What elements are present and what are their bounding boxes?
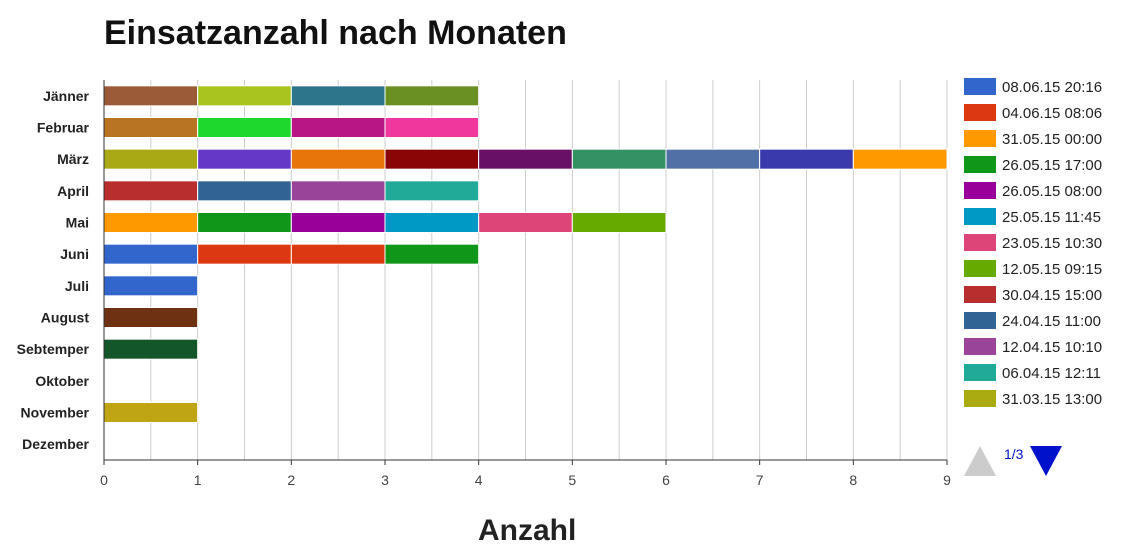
x-tick-label: 7 bbox=[756, 472, 764, 488]
legend-swatch bbox=[964, 182, 996, 199]
bar-segment[interactable] bbox=[197, 212, 292, 233]
bar-segment[interactable] bbox=[478, 212, 573, 233]
bar-segment[interactable] bbox=[103, 212, 199, 233]
bar-segment[interactable] bbox=[103, 307, 199, 328]
legend-label: 31.05.15 00:00 bbox=[1002, 131, 1102, 148]
bar-segment[interactable] bbox=[103, 117, 199, 138]
legend-swatch bbox=[964, 104, 996, 121]
bar-segment[interactable] bbox=[384, 180, 480, 202]
x-tick-label: 8 bbox=[849, 472, 857, 488]
bar-segment[interactable] bbox=[384, 243, 480, 265]
legend-label: 26.05.15 17:00 bbox=[1002, 157, 1102, 174]
bar-segment[interactable] bbox=[290, 180, 386, 202]
bar-segment[interactable] bbox=[290, 212, 386, 233]
x-tick-label: 2 bbox=[287, 472, 295, 488]
legend-swatch bbox=[964, 130, 996, 147]
legend-label: 26.05.15 08:00 bbox=[1002, 183, 1102, 200]
y-tick-label: April bbox=[57, 183, 89, 199]
legend-swatch bbox=[964, 234, 996, 251]
bar-segment[interactable] bbox=[197, 85, 292, 107]
legend-label: 24.04.15 11:00 bbox=[1002, 313, 1101, 330]
legend-swatch bbox=[964, 390, 996, 407]
bar-segment[interactable] bbox=[197, 148, 292, 170]
bar-segment[interactable] bbox=[571, 148, 667, 170]
bar-segment[interactable] bbox=[103, 243, 199, 265]
legend-swatch bbox=[964, 156, 996, 173]
chart-title: Einsatzanzahl nach Monaten bbox=[104, 14, 567, 52]
bar-segment[interactable] bbox=[384, 117, 480, 138]
bar-segment[interactable] bbox=[103, 180, 199, 202]
y-tick-label: Dezember bbox=[22, 436, 89, 452]
legend-prev-page-icon[interactable] bbox=[964, 446, 996, 476]
bar-segment[interactable] bbox=[290, 148, 386, 170]
y-tick-label: Jänner bbox=[43, 88, 89, 104]
bar-segment[interactable] bbox=[571, 212, 667, 233]
y-tick-label: Juli bbox=[65, 278, 89, 294]
bar-segment[interactable] bbox=[665, 148, 761, 170]
x-tick-label: 1 bbox=[194, 472, 202, 488]
y-tick-label: Sebtemper bbox=[17, 341, 90, 357]
bar-segment[interactable] bbox=[103, 275, 199, 297]
legend-label: 23.05.15 10:30 bbox=[1002, 235, 1102, 252]
x-tick-label: 3 bbox=[381, 472, 389, 488]
bar-segment[interactable] bbox=[290, 85, 386, 107]
bar-segment[interactable] bbox=[197, 180, 292, 202]
legend-pager: 1/3 bbox=[962, 440, 1072, 480]
legend-swatch bbox=[964, 78, 996, 95]
bar-segment[interactable] bbox=[197, 243, 292, 265]
legend-swatch bbox=[964, 312, 996, 329]
x-axis-label: Anzahl bbox=[478, 514, 577, 547]
bar-segment[interactable] bbox=[384, 85, 480, 107]
y-tick-label: Juni bbox=[60, 246, 89, 262]
legend-swatch bbox=[964, 260, 996, 277]
x-tick-label: 6 bbox=[662, 472, 670, 488]
bar-segment[interactable] bbox=[852, 148, 948, 170]
legend-swatch bbox=[964, 208, 996, 225]
x-tick-label: 9 bbox=[943, 472, 951, 488]
x-tick-label: 0 bbox=[100, 472, 108, 488]
legend-label: 04.06.15 08:06 bbox=[1002, 105, 1102, 122]
y-tick-label: Mai bbox=[66, 215, 89, 231]
legend-swatch bbox=[964, 364, 996, 381]
legend-label: 31.03.15 13:00 bbox=[1002, 391, 1102, 408]
x-tick-label: 4 bbox=[475, 472, 483, 488]
legend-label: 12.04.15 10:10 bbox=[1002, 339, 1102, 356]
legend-label: 25.05.15 11:45 bbox=[1002, 209, 1101, 226]
bar-segment[interactable] bbox=[478, 148, 573, 170]
y-tick-label: Februar bbox=[37, 120, 90, 136]
bar-segment[interactable] bbox=[103, 85, 199, 107]
legend-swatch bbox=[964, 338, 996, 355]
legend-label: 06.04.15 12:11 bbox=[1002, 365, 1101, 382]
bar-segment[interactable] bbox=[384, 148, 480, 170]
bar-segment[interactable] bbox=[103, 148, 199, 170]
legend-label: 30.04.15 15:00 bbox=[1002, 287, 1102, 304]
bar-segment[interactable] bbox=[103, 402, 199, 423]
legend-label: 12.05.15 09:15 bbox=[1002, 261, 1102, 278]
y-tick-label: November bbox=[21, 405, 90, 421]
y-tick-label: Oktober bbox=[35, 373, 89, 389]
bar-segment[interactable] bbox=[197, 117, 292, 138]
bar-segment[interactable] bbox=[759, 148, 854, 170]
y-tick-label: März bbox=[57, 151, 89, 167]
y-tick-label: August bbox=[41, 310, 90, 326]
legend-swatch bbox=[964, 286, 996, 303]
bar-segment[interactable] bbox=[290, 243, 386, 265]
legend-page-indicator: 1/3 bbox=[1004, 446, 1024, 462]
bar-segment[interactable] bbox=[103, 338, 199, 360]
x-tick-label: 5 bbox=[568, 472, 576, 488]
bar-segment[interactable] bbox=[290, 117, 386, 138]
legend-label: 08.06.15 20:16 bbox=[1002, 79, 1102, 96]
legend-next-page-icon[interactable] bbox=[1030, 446, 1062, 476]
bar-segment[interactable] bbox=[384, 212, 480, 233]
